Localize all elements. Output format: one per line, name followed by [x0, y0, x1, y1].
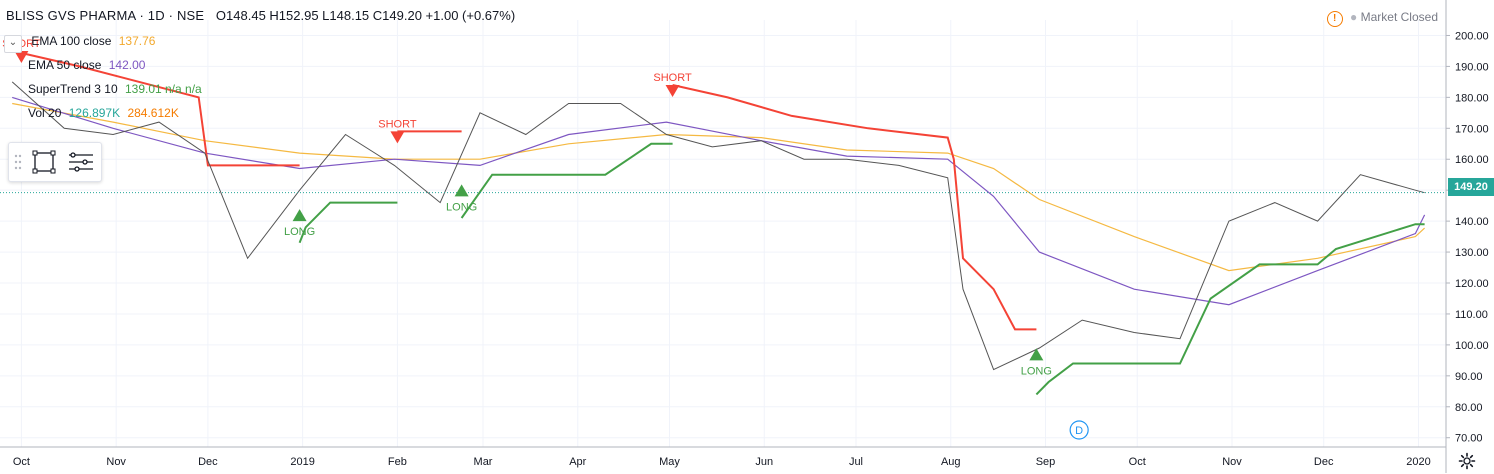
supertrend-up-segment	[298, 201, 398, 244]
long-signal-label: LONG	[284, 226, 315, 238]
long-signal-arrow	[292, 209, 307, 222]
x-tick-label: Oct	[13, 456, 30, 468]
x-tick-label: Nov	[106, 456, 126, 468]
symbol-title[interactable]: BLISS GVS PHARMA · 1D · NSE	[6, 8, 205, 23]
y-tick-label: 200.00	[1455, 30, 1489, 42]
x-tick-label: Aug	[941, 456, 961, 468]
dividend-badge	[1069, 420, 1089, 440]
y-tick-label: 90.00	[1455, 371, 1483, 383]
legend-volume[interactable]: Vol 20 126.897K 284.612K	[28, 106, 179, 120]
supertrend-down-segment	[672, 84, 1037, 331]
settings-lines-icon[interactable]	[69, 152, 93, 172]
y-tick-label: 80.00	[1455, 402, 1483, 414]
x-tick-label: Mar	[474, 456, 493, 468]
y-tick-label: 140.00	[1455, 216, 1489, 228]
drag-handle-icon[interactable]	[14, 154, 22, 170]
y-tick-label: 190.00	[1455, 61, 1489, 73]
y-tick-label: 100.00	[1455, 340, 1489, 352]
legend-ema50[interactable]: EMA 50 close 142.00	[28, 58, 146, 72]
ema100-line	[12, 102, 1426, 272]
supertrend-down-segment	[11, 49, 300, 167]
legend-ema100[interactable]: ⌄ EMA 100 close 137.76	[4, 34, 155, 53]
x-tick-label: Oct	[1129, 456, 1146, 468]
long-signal-arrow	[454, 184, 469, 197]
y-tick-label: 110.00	[1455, 309, 1488, 321]
x-tick-label: Apr	[569, 456, 586, 468]
price-close-line	[11, 81, 1425, 371]
supertrend-up-segment	[1035, 223, 1425, 396]
short-signal-arrow	[14, 50, 29, 63]
x-tick-label: May	[659, 456, 680, 468]
legend-supertrend[interactable]: SuperTrend 3 10 139.01 n/a n/a	[28, 82, 202, 96]
warning-icon[interactable]: !	[1326, 11, 1343, 27]
x-tick-label: 2019	[290, 456, 314, 468]
gear-icon[interactable]	[1458, 452, 1476, 470]
rectangle-tool-icon[interactable]	[32, 150, 56, 174]
x-tick-label: Nov	[1222, 456, 1242, 468]
short-signal-label: SHORT	[653, 72, 692, 84]
y-tick-label: 130.00	[1455, 247, 1489, 259]
status-dot-icon: ●	[1350, 10, 1358, 24]
supertrend-up-segment	[460, 142, 673, 219]
symbol-header: BLISS GVS PHARMA · 1D · NSE O148.45 H152…	[6, 8, 515, 23]
market-status[interactable]: ! ● Market Closed	[1326, 10, 1438, 27]
drawing-toolbar	[8, 142, 102, 182]
y-tick-label: 70.00	[1455, 433, 1483, 445]
short-signal-arrow	[665, 84, 680, 97]
x-tick-label: Jul	[849, 456, 863, 468]
x-tick-label: Dec	[1314, 456, 1334, 468]
y-tick-label: 170.00	[1455, 123, 1489, 135]
long-signal-arrow	[1029, 348, 1044, 361]
dividend-badge-label: D	[1075, 425, 1083, 437]
long-signal-label: LONG	[446, 201, 477, 213]
short-signal-label: SHORT	[378, 118, 417, 130]
long-signal-label: LONG	[1021, 365, 1052, 377]
x-tick-label: Dec	[198, 456, 218, 468]
y-tick-label: 160.00	[1455, 154, 1489, 166]
y-tick-label: 120.00	[1455, 278, 1489, 290]
short-signal-arrow	[390, 131, 405, 144]
x-tick-label: Jun	[755, 456, 773, 468]
x-tick-label: 2020	[1406, 456, 1430, 468]
y-tick-label: 180.00	[1455, 92, 1489, 104]
x-tick-label: Feb	[388, 456, 407, 468]
chevron-down-icon[interactable]: ⌄	[4, 35, 22, 53]
ohlc-readout: O148.45 H152.95 L148.15 C149.20 +1.00 (+…	[215, 8, 516, 23]
last-price-tag: 149.20	[1448, 178, 1494, 196]
x-tick-label: Sep	[1036, 456, 1056, 468]
